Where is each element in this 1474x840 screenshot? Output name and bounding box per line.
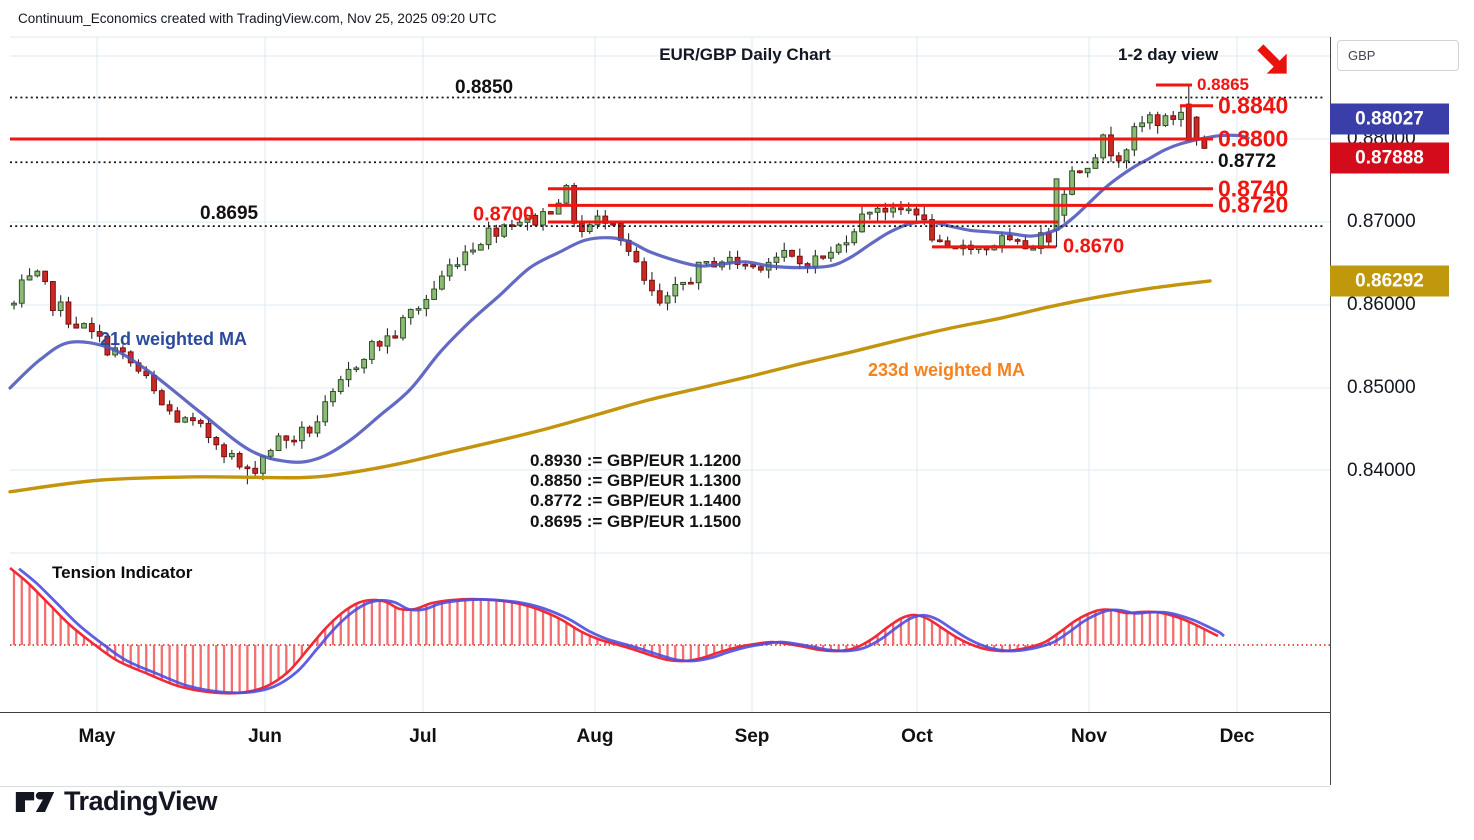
month-label-dec: Dec [1219,726,1255,747]
tension-indicator-title: Tension Indicator [52,563,193,582]
level-label-8865: 0.8865 [1197,75,1249,94]
tradingview-brand-text: TradingView [64,786,218,816]
month-label-jun: Jun [248,726,282,747]
symbol-box[interactable]: GBP [1337,40,1459,71]
level-label-8740: 0.8740 [1218,175,1289,202]
ma233-label: 233d weighted MA [868,360,1026,380]
candlestick-series [11,84,1208,485]
level-label-8840: 0.8840 [1218,92,1289,119]
chart-credit-text: Continuum_Economics created with Trading… [18,11,497,26]
view-horizon-note: 1-2 day view [1118,45,1219,64]
month-label-jul: Jul [409,726,437,747]
down-right-arrow-icon [1257,44,1287,74]
level-label-8670: 0.8670 [1063,235,1125,258]
ma21-label: 21d weighted MA [100,329,248,349]
chart-canvas[interactable] [0,0,1330,712]
level-label-8772: 0.8772 [1218,151,1277,172]
level-label-8695: 0.8695 [200,203,259,224]
conversion-table: 0.8930 := GBP/EUR 1.1200 0.8850 := GBP/E… [530,451,741,532]
price-tick-085: 0.85000 [1347,377,1416,398]
ma21-line [8,133,1250,464]
price-tick-086: 0.86000 [1347,294,1416,315]
month-label-aug: Aug [576,726,614,747]
price-tick-084: 0.84000 [1347,460,1416,481]
month-label-oct: Oct [901,726,933,747]
level-label-8800: 0.8800 [1218,125,1289,152]
conversion-line: 0.8695 := GBP/EUR 1.1500 [530,511,742,531]
price-scale[interactable]: GBP 0.88000 0.87000 0.86000 0.85000 0.84… [1330,35,1474,785]
level-lines [10,83,1325,249]
price-tick-087: 0.87000 [1347,211,1416,232]
conversion-line: 0.8850 := GBP/EUR 1.1300 [530,471,742,491]
month-label-may: May [78,726,116,747]
month-label-sep: Sep [734,726,770,747]
month-label-nov: Nov [1071,726,1107,747]
tension-histogram [10,571,1330,693]
conversion-line: 0.8772 := GBP/EUR 1.1400 [530,491,742,511]
ma233-price-badge: 0.86292 [1330,265,1449,297]
tradingview-logo[interactable]: TradingView [15,786,218,817]
chart-title: EUR/GBP Daily Chart [659,45,831,64]
ma233-line [8,279,1212,494]
level-label-8700: 0.8700 [473,203,535,226]
last-price-badge: 0.87888 [1330,142,1449,174]
conversion-line: 0.8930 := GBP/EUR 1.1200 [530,451,742,470]
time-axis[interactable]: May Jun Jul Aug Sep Oct Nov Dec [0,712,1330,787]
tension-lines [9,567,1225,695]
counter-price-badge: 0.88027 [1330,103,1449,135]
price-scale-separator [1330,37,1331,785]
level-label-8850: 0.8850 [455,77,514,98]
tradingview-mark-icon [15,791,55,812]
level-label-8720: 0.8720 [1218,191,1289,218]
